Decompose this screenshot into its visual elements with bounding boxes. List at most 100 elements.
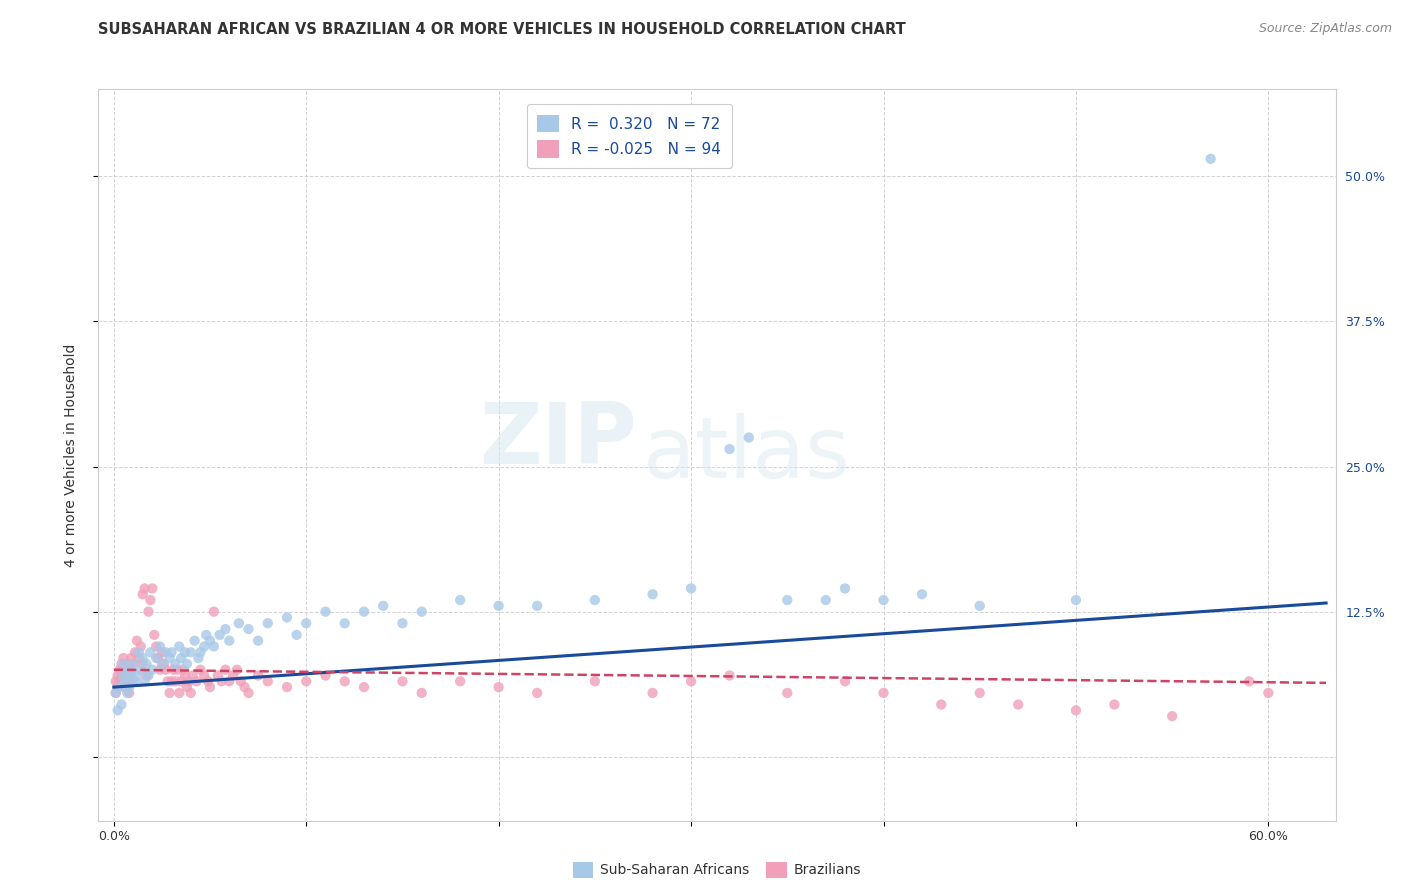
Point <box>117 674 139 689</box>
Point <box>180 686 202 700</box>
Point <box>181 668 204 682</box>
Point <box>333 674 356 689</box>
Point <box>165 657 187 671</box>
Point <box>1064 703 1087 717</box>
Point <box>139 645 162 659</box>
Point <box>238 622 260 636</box>
Point <box>353 605 375 619</box>
Point <box>112 651 135 665</box>
Point <box>117 686 139 700</box>
Point <box>156 674 179 689</box>
Point <box>247 633 270 648</box>
Y-axis label: 4 or more Vehicles in Household: 4 or more Vehicles in Household <box>63 343 77 566</box>
Point <box>134 582 156 596</box>
Point <box>131 651 153 665</box>
Point <box>197 674 219 689</box>
Point <box>122 674 145 689</box>
Point <box>141 663 163 677</box>
Point <box>285 628 308 642</box>
Text: Source: ZipAtlas.com: Source: ZipAtlas.com <box>1258 22 1392 36</box>
Point <box>108 680 131 694</box>
Point <box>256 674 278 689</box>
Point <box>229 674 252 689</box>
Point <box>969 599 991 613</box>
Point <box>160 674 183 689</box>
Point <box>112 668 135 682</box>
Point <box>149 640 172 654</box>
Point <box>1237 674 1260 689</box>
Point <box>172 663 194 677</box>
Point <box>911 587 934 601</box>
Point <box>122 657 145 671</box>
Point <box>159 651 181 665</box>
Point <box>198 680 221 694</box>
Legend: Sub-Saharan Africans, Brazilians: Sub-Saharan Africans, Brazilians <box>567 856 868 883</box>
Point <box>153 657 176 671</box>
Point <box>228 616 250 631</box>
Point <box>583 674 606 689</box>
Point <box>135 668 157 682</box>
Point <box>641 686 664 700</box>
Point <box>1161 709 1184 723</box>
Point <box>134 674 156 689</box>
Point <box>214 622 236 636</box>
Point <box>208 628 231 642</box>
Point <box>143 628 166 642</box>
Point <box>353 680 375 694</box>
Point <box>114 674 136 689</box>
Point <box>117 657 139 671</box>
Point <box>526 599 548 613</box>
Point <box>233 680 256 694</box>
Point <box>186 674 208 689</box>
Point <box>738 430 761 444</box>
Point <box>776 593 799 607</box>
Point <box>112 657 135 671</box>
Point <box>314 668 336 682</box>
Point <box>411 686 433 700</box>
Point <box>167 686 190 700</box>
Point <box>162 663 184 677</box>
Point <box>190 663 212 677</box>
Point <box>314 605 336 619</box>
Point <box>107 668 129 682</box>
Point <box>138 668 160 682</box>
Point <box>118 663 141 677</box>
Point <box>276 680 298 694</box>
Point <box>125 668 148 682</box>
Point <box>718 668 741 682</box>
Point <box>681 582 703 596</box>
Point <box>391 616 413 631</box>
Point <box>929 698 952 712</box>
Point <box>167 640 190 654</box>
Point <box>165 674 187 689</box>
Point <box>120 668 142 682</box>
Point <box>145 651 167 665</box>
Point <box>174 668 197 682</box>
Point <box>118 680 141 694</box>
Point <box>190 645 212 659</box>
Point <box>834 674 856 689</box>
Point <box>170 651 193 665</box>
Point <box>128 645 150 659</box>
Point <box>222 668 245 682</box>
Point <box>131 657 153 671</box>
Point <box>834 582 856 596</box>
Point <box>170 674 193 689</box>
Point <box>129 640 152 654</box>
Point <box>108 674 131 689</box>
Point <box>108 663 131 677</box>
Point <box>1104 698 1126 712</box>
Point <box>177 674 200 689</box>
Point <box>150 645 173 659</box>
Point <box>180 645 202 659</box>
Point <box>202 605 225 619</box>
Point <box>125 633 148 648</box>
Point <box>176 680 198 694</box>
Point <box>145 640 167 654</box>
Point <box>104 686 127 700</box>
Point <box>488 680 510 694</box>
Point <box>681 674 703 689</box>
Point <box>218 633 240 648</box>
Point <box>112 663 135 677</box>
Point <box>118 686 141 700</box>
